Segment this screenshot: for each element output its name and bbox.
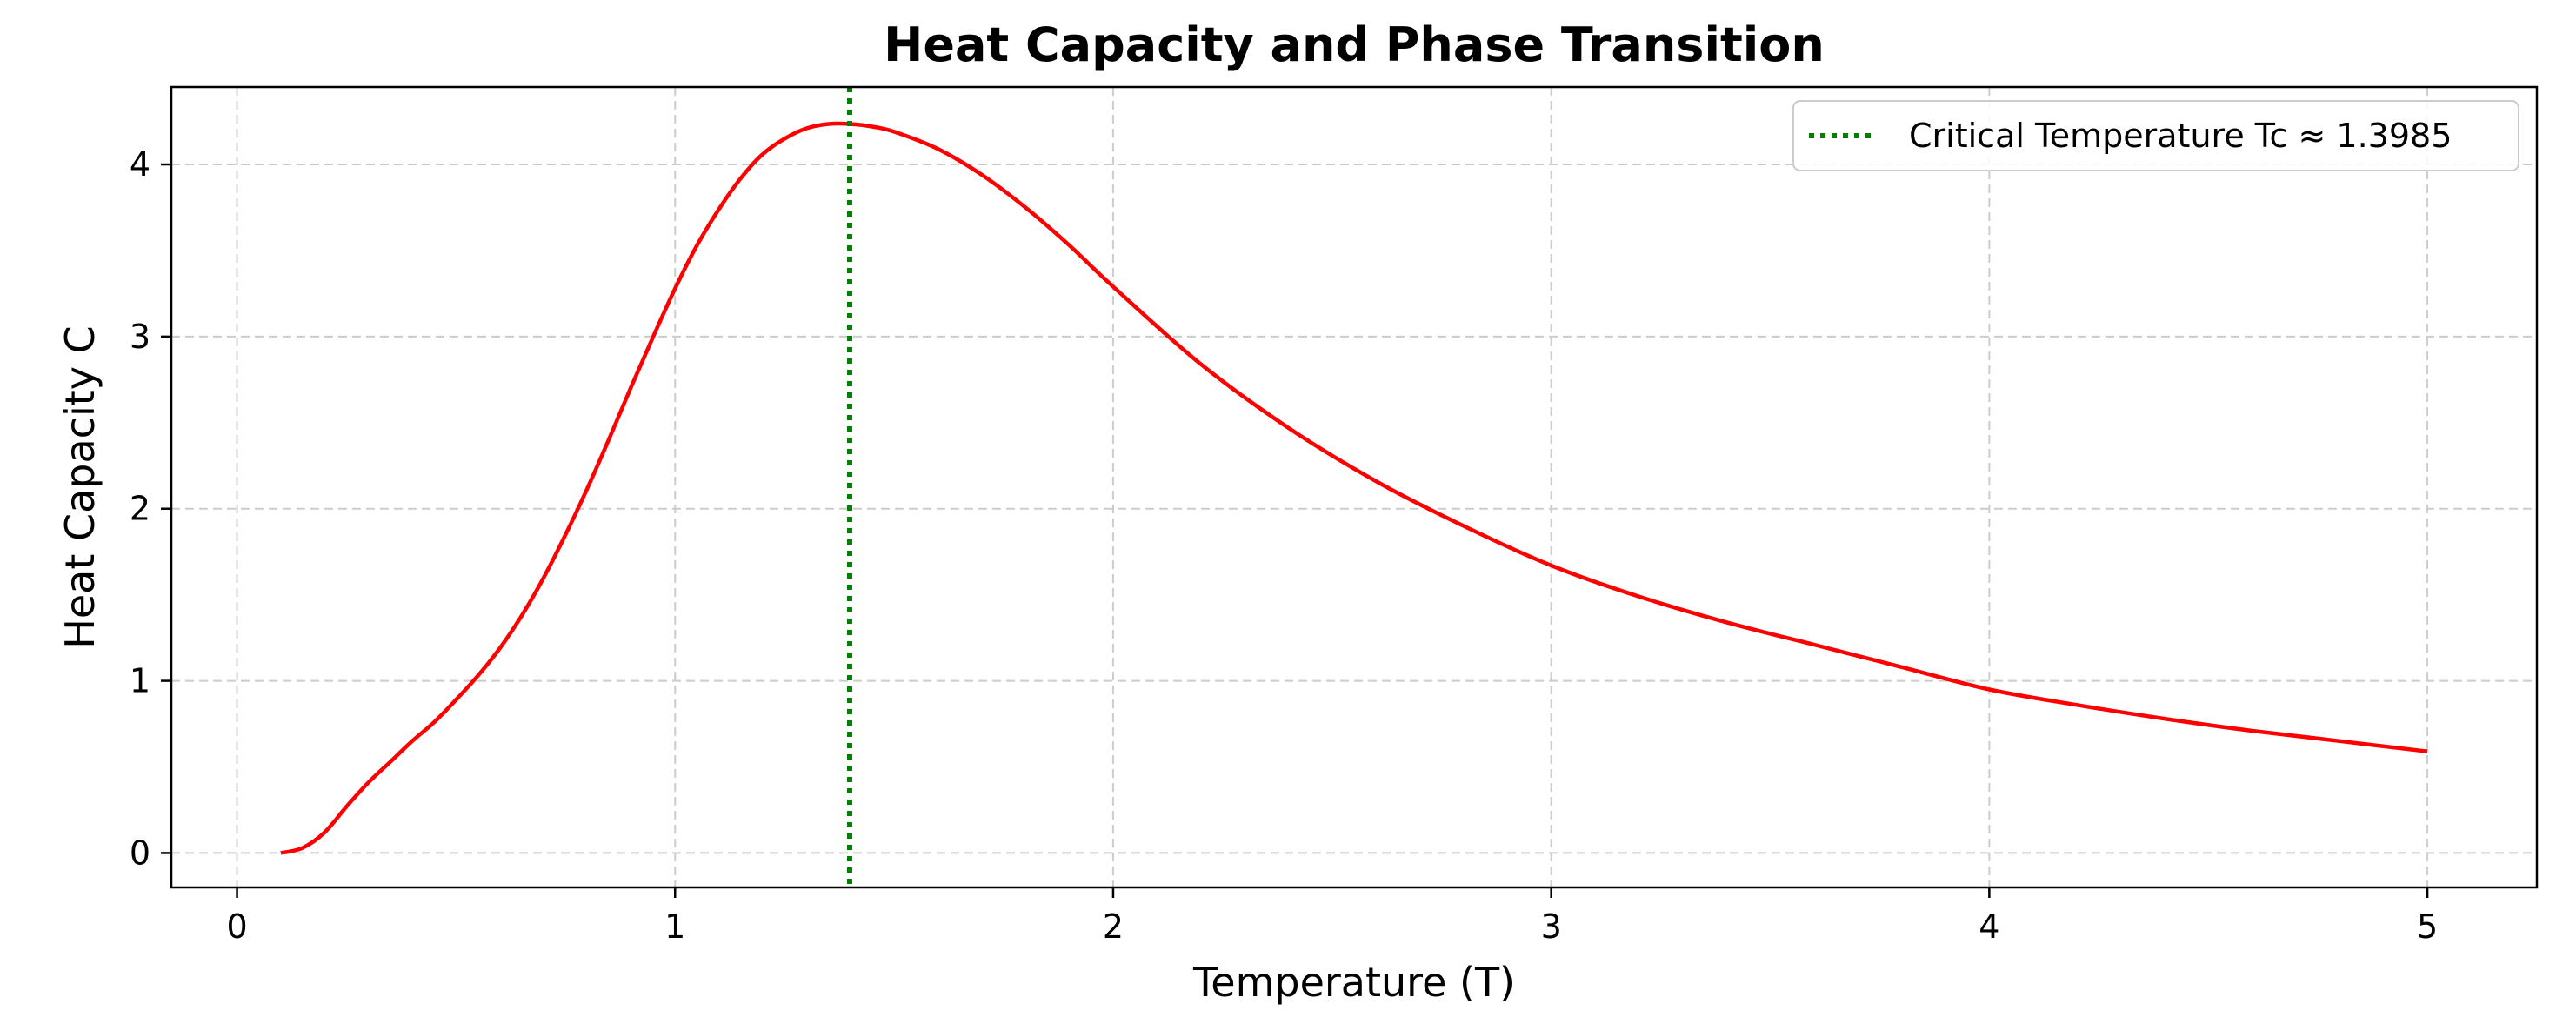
heat-capacity-curve [280, 121, 2428, 855]
y-tick-label: 0 [130, 833, 150, 872]
y-tick-label: 1 [130, 662, 150, 700]
y-tick-label: 4 [130, 145, 150, 184]
axis-ticks: 0 1 2 3 4 5 0 1 2 3 4 [130, 145, 2438, 946]
x-tick-label: 0 [226, 907, 247, 946]
y-axis-label: Heat Capacity C [57, 325, 103, 649]
y-tick-label: 3 [130, 318, 150, 356]
legend-box [1792, 100, 2519, 171]
chart-title: Heat Capacity and Phase Transition [884, 17, 1825, 72]
plot-frame [170, 85, 2539, 889]
grid [171, 87, 2537, 887]
y-tick-label: 2 [130, 490, 150, 528]
x-tick-label: 3 [1541, 907, 1562, 946]
x-tick-label: 2 [1103, 907, 1124, 946]
legend-label-critical-temperature: Critical Temperature Tc ≈ 1.3985 [1909, 117, 2452, 155]
x-tick-label: 1 [664, 907, 685, 946]
x-tick-label: 4 [1979, 907, 1999, 946]
x-axis-label: Temperature (T) [1192, 959, 1515, 1006]
legend: Critical Temperature Tc ≈ 1.3985 [1792, 100, 2519, 171]
x-tick-label: 5 [2417, 907, 2438, 946]
plot-area [280, 87, 2428, 887]
